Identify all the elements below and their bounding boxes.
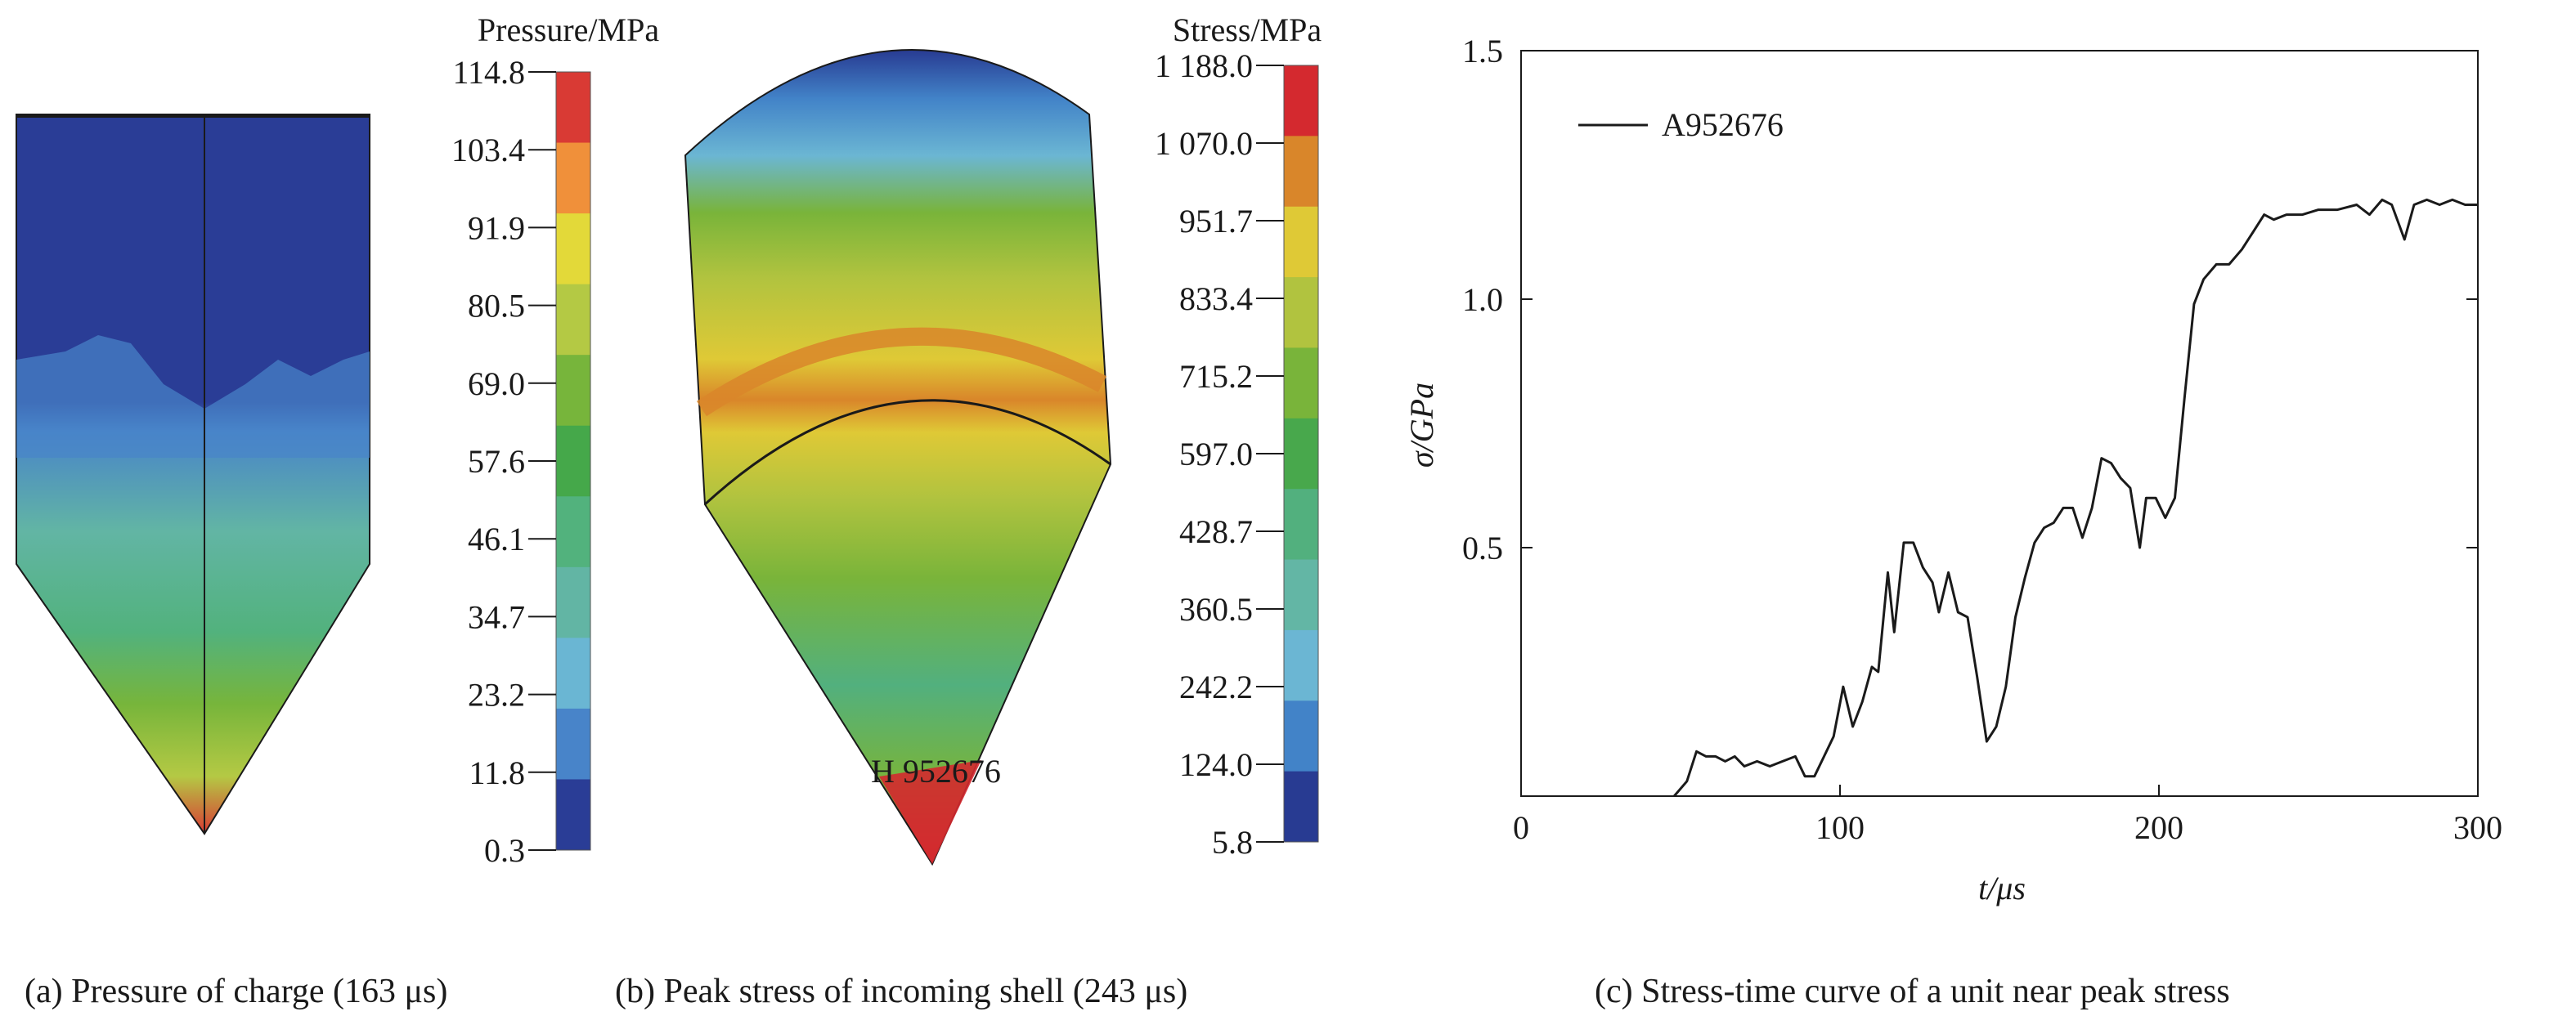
panel-b-caption: (b) Peak stress of incoming shell (243 μ… — [615, 973, 1187, 1010]
scale-a-label-2: 91.9 — [468, 209, 525, 246]
scale-b-label-2: 951.7 — [1179, 203, 1253, 239]
scale-b-swatch-8 — [1284, 629, 1318, 701]
scale-a-swatch-3 — [556, 284, 590, 356]
charge-blue-interface — [16, 335, 370, 458]
panel-a-scale-title: Pressure/MPa — [478, 11, 659, 48]
scale-b-label-8: 242.2 — [1179, 669, 1253, 705]
y-tick-label-1: 1.0 — [1462, 281, 1503, 318]
scale-a-swatch-6 — [556, 496, 590, 568]
scale-a-label-3: 80.5 — [468, 288, 525, 325]
scale-b-label-1: 1 070.0 — [1155, 125, 1253, 162]
scale-b-label-0: 1 188.0 — [1155, 47, 1253, 84]
chart-x-axis-label: t/μs — [1978, 870, 2026, 906]
chart-x-ticks: 0 100 200 300 — [1513, 785, 2502, 846]
scale-b-swatch-1 — [1284, 136, 1318, 208]
scale-b-label-6: 428.7 — [1179, 513, 1253, 550]
scale-a-swatch-8 — [556, 638, 590, 709]
scale-b-label-10: 5.8 — [1212, 824, 1253, 861]
scale-a-label-5: 57.6 — [468, 443, 525, 480]
scale-a-label-10: 0.3 — [484, 832, 525, 869]
scale-a-label-0: 114.8 — [452, 54, 525, 91]
scale-a-swatch-5 — [556, 425, 590, 497]
scale-b-swatch-3 — [1284, 277, 1318, 348]
x-tick-label-2: 200 — [2134, 809, 2183, 846]
x-tick-label-1: 100 — [1815, 809, 1865, 846]
scale-a-swatch-2 — [556, 213, 590, 285]
scale-a-swatch-9 — [556, 708, 590, 780]
chart-plot-frame — [1520, 50, 2479, 797]
scale-b-label-3: 833.4 — [1179, 280, 1253, 317]
legend-label-a952676: A952676 — [1662, 106, 1784, 143]
shell-peak-region — [879, 760, 981, 864]
scale-a-label-1: 103.4 — [451, 132, 525, 168]
y-tick-label-0: 0.5 — [1462, 530, 1503, 566]
scale-a-swatch-10 — [556, 779, 590, 851]
scale-a-swatch-7 — [556, 566, 590, 638]
chart-y-axis-label: σ/GPa — [1403, 383, 1440, 468]
scale-b-label-4: 715.2 — [1179, 358, 1253, 395]
scale-b-swatch-5 — [1284, 418, 1318, 490]
panel-c-line-chart: 0.5 1.0 1.5 0 100 200 300 A952676 σ/GPa t/μs — [1403, 33, 2502, 906]
panel-b-shell-contour: H 952676 — [684, 48, 1112, 866]
chart-y-ticks: 0.5 1.0 1.5 — [1462, 33, 2478, 566]
scale-b-swatch-6 — [1284, 489, 1318, 561]
panel-c-caption: (c) Stress-time curve of a unit near pea… — [1595, 973, 2230, 1010]
scale-a-label-4: 69.0 — [468, 365, 525, 402]
scale-b-swatch-2 — [1284, 206, 1318, 278]
scale-a-label-9: 11.8 — [469, 754, 525, 791]
x-tick-label-3: 300 — [2453, 809, 2502, 846]
shell-peak-marker-label: H 952676 — [871, 753, 1001, 790]
panel-b-scale-title: Stress/MPa — [1173, 11, 1322, 48]
panel-a-charge-contour — [16, 114, 370, 835]
shell-interface-arc — [703, 399, 1111, 506]
scale-a-swatch-4 — [556, 355, 590, 427]
scale-b-swatch-7 — [1284, 559, 1318, 631]
scale-b-swatch-0 — [1284, 65, 1318, 137]
panel-a-caption: (a) Pressure of charge (163 μs) — [25, 973, 447, 1010]
scale-a-label-6: 46.1 — [468, 521, 525, 557]
shell-shape — [684, 48, 1112, 866]
series-line-a952676 — [1673, 198, 2478, 797]
panel-a-color-scale: Pressure/MPa 114.8 103.4 91.9 80.5 69.0 57.6 4… — [451, 11, 659, 869]
x-tick-label-0: 0 — [1513, 809, 1529, 846]
charge-shape — [16, 114, 370, 835]
scale-b-swatch-10 — [1284, 771, 1318, 843]
scale-a-label-8: 23.2 — [468, 677, 525, 714]
scale-b-swatch-9 — [1284, 700, 1318, 772]
scale-b-swatch-4 — [1284, 347, 1318, 419]
shell-hot-band — [696, 327, 1107, 417]
scale-a-swatch-0 — [556, 72, 590, 144]
scale-a-label-7: 34.7 — [468, 598, 525, 635]
scale-b-label-9: 124.0 — [1179, 746, 1253, 783]
panel-b-color-scale: Stress/MPa 1 188.0 1 070.0 951.7 833.4 715.2… — [1155, 11, 1322, 861]
scale-a-swatch-1 — [556, 142, 590, 214]
scale-b-label-7: 360.5 — [1179, 591, 1253, 628]
scale-b-label-5: 597.0 — [1179, 436, 1253, 472]
y-tick-label-2: 1.5 — [1462, 33, 1503, 69]
